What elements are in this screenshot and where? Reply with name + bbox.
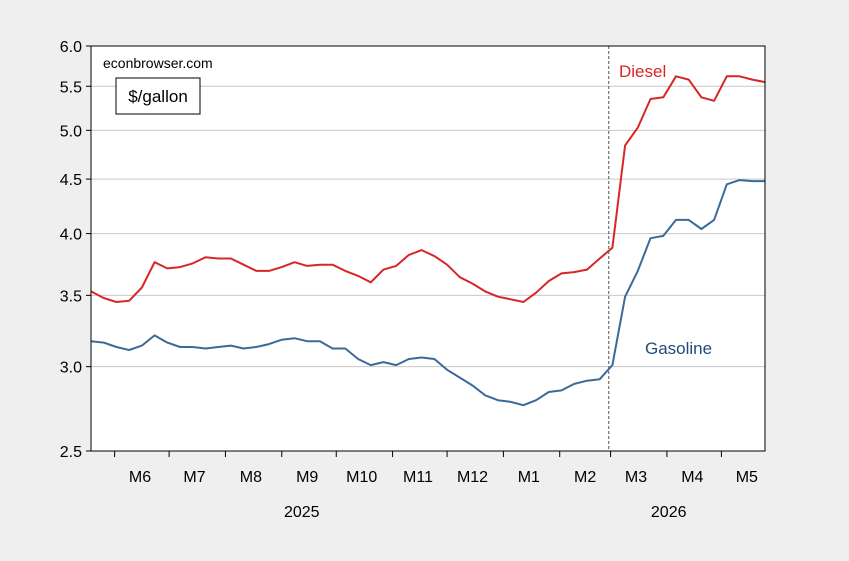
- gridlines: [91, 85, 765, 368]
- y-tick-label: 5.0: [60, 123, 82, 140]
- x-tick-label: M10: [346, 469, 377, 486]
- y-axis: 2.5 3.0 3.5 4.0 4.5 5.0 5.5 6.0: [60, 39, 91, 461]
- x-tick-label: M6: [129, 469, 151, 486]
- units-label-box: [115, 77, 201, 115]
- x-axis: M6 M7 M8 M9 M10 M11 M12 M1 M2 M3 M4 M5: [114, 451, 758, 486]
- y-tick-label: 3.5: [60, 288, 82, 305]
- x-tick-label: M9: [296, 469, 318, 486]
- plot-frame: [90, 45, 766, 452]
- x-tick-label: M5: [736, 469, 758, 486]
- x-tick-label: M3: [625, 469, 647, 486]
- y-tick-label: 6.0: [60, 39, 82, 56]
- y-tick-label: 4.0: [60, 227, 82, 244]
- units-label: $/gallon: [128, 87, 188, 106]
- x-tick-label: M8: [240, 469, 262, 486]
- y-tick-label: 3.0: [60, 360, 82, 377]
- series-group: [90, 75, 766, 407]
- x-tick-label: M7: [183, 469, 205, 486]
- x-tick-label: M12: [457, 469, 488, 486]
- series-label-gasoline: Gasoline: [645, 339, 712, 358]
- series-label-diesel: Diesel: [619, 62, 666, 81]
- plot-area: [91, 46, 765, 451]
- series-line-diesel: [90, 75, 766, 303]
- x-tick-label: M11: [403, 469, 433, 486]
- year-labels: 2025 2026: [284, 504, 687, 521]
- source-note: econbrowser.com: [103, 55, 213, 71]
- y-tick-label: 2.5: [60, 444, 82, 461]
- x-tick-label: M4: [681, 469, 703, 486]
- series-line-gasoline: [90, 179, 765, 407]
- year-label: 2025: [284, 504, 320, 521]
- y-tick-label: 4.5: [60, 172, 82, 189]
- x-tick-label: M2: [574, 469, 596, 486]
- x-tick-label: M1: [518, 469, 540, 486]
- year-label: 2026: [651, 504, 687, 521]
- y-tick-label: 5.5: [60, 79, 82, 96]
